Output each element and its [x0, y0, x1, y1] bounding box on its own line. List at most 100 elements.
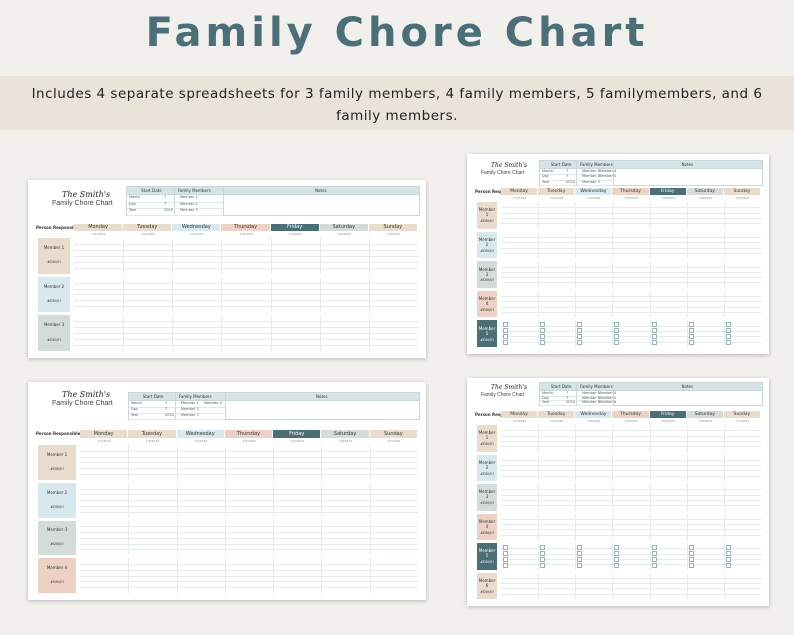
task-checkbox[interactable] — [503, 545, 508, 550]
member-percent: #DIV/0! — [480, 471, 494, 476]
task-checkbox[interactable] — [614, 334, 620, 340]
task-checkbox[interactable] — [577, 334, 583, 340]
info-sep — [223, 187, 224, 215]
task-checkbox[interactable] — [577, 322, 583, 328]
grid-row-line — [501, 252, 761, 254]
family-member-name: Member 5 — [598, 395, 617, 400]
task-checkbox[interactable] — [725, 562, 731, 568]
task-checkbox[interactable] — [614, 556, 620, 562]
task-checkbox[interactable] — [725, 328, 731, 334]
grid-col-line — [575, 231, 577, 259]
task-checkbox[interactable] — [614, 550, 620, 556]
task-checkbox[interactable] — [688, 328, 694, 334]
task-checkbox[interactable] — [614, 328, 620, 334]
grid-col-line — [321, 445, 323, 480]
task-checkbox[interactable] — [540, 334, 546, 340]
grid-col-line — [649, 261, 651, 288]
day-header-wednesday: Wednesday — [172, 224, 221, 231]
grid-col-line — [649, 543, 651, 570]
day-header-sunday: Sunday — [369, 430, 417, 438]
task-checkbox[interactable] — [651, 556, 657, 562]
day-header-friday: Friday — [649, 411, 686, 418]
task-checkbox[interactable] — [503, 334, 508, 340]
grid-row-line — [501, 558, 761, 560]
task-checkbox[interactable] — [577, 556, 583, 562]
day-header-saturday: Saturday — [686, 188, 723, 195]
task-checkbox[interactable] — [688, 562, 694, 568]
grid-row-line — [80, 488, 418, 490]
grid-col-line — [612, 454, 614, 481]
task-checkbox[interactable] — [725, 545, 731, 550]
grid-row-line — [501, 529, 761, 531]
task-checkbox[interactable] — [688, 322, 694, 328]
task-checkbox[interactable] — [725, 556, 731, 562]
task-checkbox[interactable] — [503, 328, 508, 334]
task-checkbox[interactable] — [540, 545, 546, 550]
info-band: Includes 4 separate spreadsheets for 3 f… — [0, 76, 794, 130]
task-checkbox[interactable] — [651, 340, 657, 346]
grid-row-line — [501, 301, 761, 303]
sheet-6-members: The Smith's Family Chore Chart Start Date F… — [467, 378, 769, 606]
day-date: 7/7/2024 — [735, 196, 750, 200]
task-checkbox[interactable] — [725, 334, 731, 340]
info-row-line — [540, 395, 613, 397]
task-checkbox[interactable] — [503, 340, 508, 346]
task-checkbox[interactable] — [688, 334, 694, 340]
task-checkbox[interactable] — [503, 550, 508, 556]
grid-row-line — [501, 207, 761, 209]
day-date: 7/3/2024 — [587, 196, 601, 200]
task-checkbox[interactable] — [540, 556, 546, 562]
grid-col-line — [649, 454, 651, 481]
grid-col-line — [612, 231, 614, 259]
task-checkbox[interactable] — [688, 556, 694, 562]
notes-label: Notes — [316, 394, 328, 399]
person-responsible-label: Person Responsible — [36, 225, 81, 230]
grid-row-line — [501, 505, 761, 507]
task-checkbox[interactable] — [540, 562, 546, 568]
task-checkbox[interactable] — [688, 340, 694, 346]
grid-row-line — [501, 494, 761, 496]
grid-col-line — [686, 202, 688, 229]
task-checkbox[interactable] — [577, 328, 583, 334]
task-checkbox[interactable] — [725, 322, 731, 328]
task-checkbox[interactable] — [614, 322, 620, 328]
task-checkbox[interactable] — [725, 550, 731, 556]
grid-row-line — [501, 217, 761, 219]
task-checkbox[interactable] — [651, 550, 657, 556]
task-checkbox[interactable] — [651, 328, 657, 334]
task-checkbox[interactable] — [540, 340, 546, 346]
day-date: 7/4/2024 — [242, 439, 256, 443]
task-checkbox[interactable] — [577, 550, 583, 556]
task-checkbox[interactable] — [688, 545, 694, 550]
grid-col-line — [221, 315, 223, 351]
task-checkbox[interactable] — [651, 322, 657, 328]
task-checkbox[interactable] — [540, 322, 546, 328]
member-name: Member 3 — [46, 527, 68, 533]
task-checkbox[interactable] — [725, 340, 731, 346]
task-checkbox[interactable] — [577, 545, 583, 550]
task-checkbox[interactable] — [503, 556, 508, 562]
start-date-field-label: Year — [542, 400, 550, 405]
grid-col-line — [538, 290, 540, 318]
task-checkbox[interactable] — [503, 562, 508, 568]
task-checkbox[interactable] — [651, 562, 657, 568]
task-checkbox[interactable] — [614, 562, 620, 568]
task-checkbox[interactable] — [540, 328, 546, 334]
task-checkbox[interactable] — [651, 334, 657, 340]
day-header-tuesday: Tuesday — [538, 188, 575, 195]
task-checkbox[interactable] — [503, 322, 508, 328]
task-checkbox[interactable] — [540, 550, 546, 556]
grid-col-line — [123, 238, 125, 274]
task-checkbox[interactable] — [614, 340, 620, 346]
grid-col-line — [538, 425, 540, 452]
task-checkbox[interactable] — [651, 545, 657, 550]
task-checkbox[interactable] — [614, 545, 620, 550]
grid-col-line — [686, 572, 688, 599]
member-name: Member 3 — [43, 322, 65, 328]
task-checkbox[interactable] — [688, 550, 694, 556]
member-percent: #DIV/0! — [50, 542, 64, 547]
task-checkbox[interactable] — [577, 340, 583, 346]
grid-col-line — [649, 572, 651, 599]
task-checkbox[interactable] — [577, 562, 583, 568]
member-grid — [80, 520, 418, 556]
